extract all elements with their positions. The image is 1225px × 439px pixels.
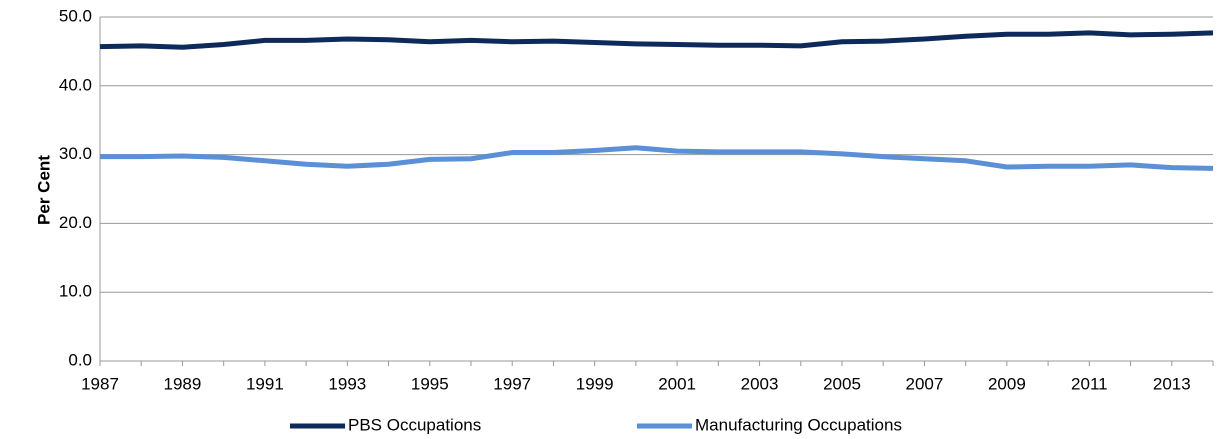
y-tick-label: 20.0	[59, 213, 92, 232]
x-tick-label: 1993	[328, 374, 366, 393]
x-tick-label: 2011	[1071, 374, 1108, 393]
y-tick-label: 10.0	[59, 282, 92, 301]
y-tick-label: 40.0	[59, 75, 92, 94]
y-tick-label: 0.0	[68, 350, 92, 369]
x-tick-label: 2001	[658, 374, 696, 393]
x-tick-label: 1997	[493, 374, 531, 393]
x-tick-label: 1995	[411, 374, 449, 393]
y-axis-label: Per Cent	[34, 155, 53, 225]
x-tick-label: 2009	[988, 374, 1026, 393]
x-tick-label: 1991	[246, 374, 284, 393]
x-tick-label: 1989	[164, 374, 202, 393]
x-tick-label: 2005	[823, 374, 861, 393]
data-line	[100, 145, 1214, 171]
data-line	[99, 30, 1214, 50]
x-tick-label: 2003	[741, 374, 779, 393]
legend-label: Manufacturing Occupations	[695, 415, 902, 434]
y-tick-label: 30.0	[59, 144, 92, 163]
x-tick-label: 2007	[906, 374, 944, 393]
legend-label: PBS Occupations	[348, 415, 481, 434]
y-tick-label: 50.0	[59, 6, 92, 25]
x-tick-label: 1999	[576, 374, 614, 393]
x-tick-label: 1987	[81, 374, 119, 393]
x-tick-label: 2013	[1153, 374, 1191, 393]
